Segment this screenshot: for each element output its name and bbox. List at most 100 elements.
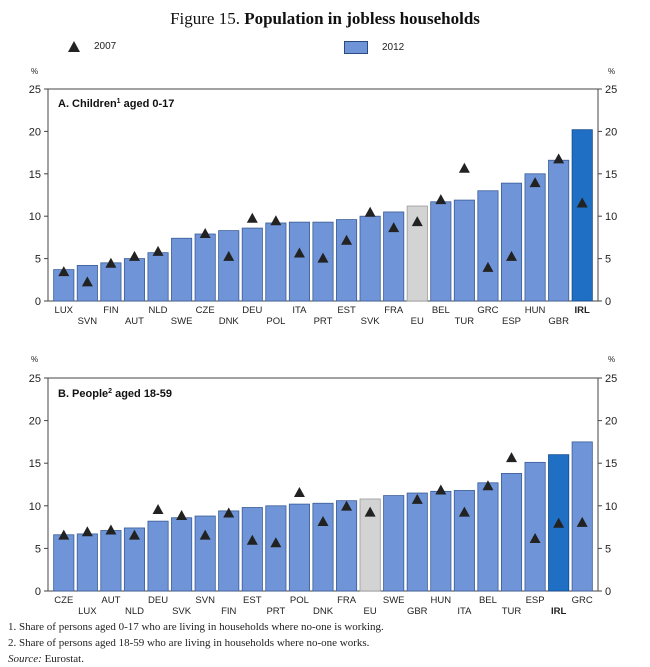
x-label-aut: AUT <box>125 316 144 327</box>
marker-2007-svn <box>81 276 93 287</box>
y-tick-label-right: 10 <box>605 501 617 513</box>
marker-2007-eu <box>411 216 423 227</box>
x-label-svn: SVN <box>78 316 98 327</box>
bar-esp <box>524 461 546 592</box>
y-tick-label-right: 0 <box>605 296 611 308</box>
y-tick-label-right: 20 <box>605 416 617 428</box>
marker-2007-fin <box>223 507 235 518</box>
y-tick-label-right: 20 <box>605 126 617 138</box>
x-label-lux: LUX <box>55 305 74 316</box>
bar-tur <box>500 473 523 592</box>
x-label-eu: EU <box>364 606 377 617</box>
x-label-pol: POL <box>290 595 309 606</box>
legend-label-2007: 2007 <box>94 41 117 52</box>
marker-2007-irl <box>553 517 565 528</box>
bar-bel <box>477 482 499 592</box>
legend: 2007 2012 <box>0 38 650 60</box>
bar-deu <box>241 227 263 302</box>
marker-2007-prt <box>317 252 329 263</box>
marker-2007-cze <box>58 529 70 540</box>
y-tick-label-left: 5 <box>35 254 41 266</box>
marker-2007-ita <box>293 247 305 258</box>
bar-grc <box>571 441 593 592</box>
y-tick-label-right: 25 <box>605 373 617 385</box>
bar-svk <box>359 215 381 302</box>
marker-2007-prt <box>270 537 282 548</box>
bar-pol <box>265 222 287 302</box>
marker-2007-svk <box>364 206 376 217</box>
y-unit-left: % <box>31 67 38 76</box>
y-tick-label-right: 0 <box>605 586 611 598</box>
marker-2007-nld <box>152 245 164 256</box>
x-label-fin: FIN <box>221 606 236 617</box>
bar-gbr <box>406 492 428 592</box>
bar-swe <box>383 495 405 592</box>
marker-2007-fin <box>105 257 117 268</box>
bar-ita <box>288 221 310 302</box>
x-label-deu: DEU <box>148 595 168 606</box>
y-unit-left: % <box>31 355 38 364</box>
y-tick-label-left: 5 <box>35 543 41 555</box>
bar-swe <box>171 237 193 302</box>
y-tick-label-right: 15 <box>605 169 617 181</box>
bar-grc <box>477 190 499 302</box>
x-label-lux: LUX <box>78 606 97 617</box>
marker-2007-hun <box>529 177 541 188</box>
figure-title: Figure 15. Population in jobless househo… <box>0 9 650 29</box>
bar-est <box>241 507 263 592</box>
y-tick-label-left: 10 <box>29 211 41 223</box>
bar-est <box>336 219 358 302</box>
x-label-gbr: GBR <box>548 316 569 327</box>
marker-2007-hun <box>435 484 447 495</box>
bar-irl <box>571 129 593 302</box>
marker-2007-pol <box>293 487 305 498</box>
x-label-eu: EU <box>411 316 424 327</box>
bar-prt <box>265 505 287 592</box>
y-tick-label-left: 25 <box>29 84 41 96</box>
bar-swatch-icon <box>344 41 368 54</box>
x-label-deu: DEU <box>242 305 262 316</box>
marker-2007-fra <box>388 222 400 233</box>
panel-title: A. Children1 aged 0-17 <box>58 98 174 110</box>
x-label-grc: GRC <box>572 595 593 606</box>
x-label-cze: CZE <box>196 305 215 316</box>
legend-label-2012: 2012 <box>382 42 405 53</box>
bar-fin <box>218 510 240 592</box>
marker-2007-lux <box>58 266 70 277</box>
x-label-hun: HUN <box>431 595 452 606</box>
bar-hun <box>430 490 452 592</box>
bar-svn <box>194 515 216 592</box>
y-tick-label-left: 20 <box>29 126 41 138</box>
marker-2007-deu <box>246 212 258 223</box>
x-label-aut: AUT <box>101 595 120 606</box>
bar-aut <box>100 530 122 592</box>
marker-2007-svk <box>176 510 188 521</box>
y-tick-label-right: 25 <box>605 84 617 96</box>
y-tick-label-left: 10 <box>29 501 41 513</box>
legend-item-2012: 2012 <box>344 41 404 54</box>
marker-2007-pol <box>270 215 282 226</box>
y-tick-label-left: 15 <box>29 169 41 181</box>
x-label-est: EST <box>243 595 262 606</box>
marker-2007-dnk <box>317 515 329 526</box>
marker-2007-lux <box>81 526 93 537</box>
x-label-est: EST <box>337 305 356 316</box>
x-label-nld: NLD <box>125 606 144 617</box>
marker-2007-bel <box>435 194 447 205</box>
y-unit-right: % <box>608 355 615 364</box>
x-label-irl: IRL <box>575 305 591 316</box>
y-tick-label-left: 20 <box>29 416 41 428</box>
y-tick-label-left: 15 <box>29 458 41 470</box>
bar-nld <box>147 252 169 302</box>
marker-2007-esp <box>506 250 518 261</box>
marker-2007-nld <box>128 529 140 540</box>
bar-dnk <box>218 230 240 302</box>
bar-ita <box>453 490 475 592</box>
x-label-swe: SWE <box>383 595 405 606</box>
x-label-ita: ITA <box>292 305 307 316</box>
bar-fra <box>383 211 405 302</box>
marker-2007-est <box>246 534 258 545</box>
bar-dnk <box>312 502 334 592</box>
bar-svk <box>171 517 193 592</box>
